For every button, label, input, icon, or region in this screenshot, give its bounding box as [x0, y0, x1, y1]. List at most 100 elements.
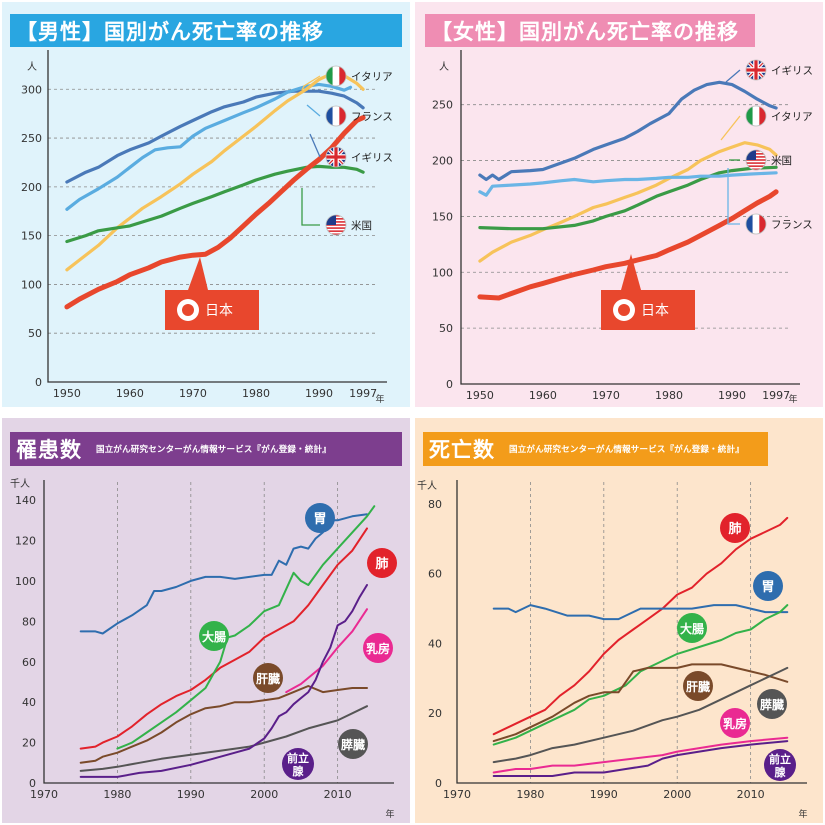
svg-text:前立: 前立 — [287, 751, 309, 765]
female-cancer-death-rate-panel: 0 50 100 150 200 250 1950 1960 1970 1980 1990 1997 人… — [415, 2, 823, 407]
svg-text:米国: 米国 — [351, 219, 372, 232]
series-label-肺: 肺 — [720, 513, 750, 543]
svg-text:乳房: 乳房 — [723, 716, 747, 731]
x-tick-label: 2000 — [250, 788, 278, 801]
x-tick-label: 1970 — [179, 387, 207, 400]
svg-text:米国: 米国 — [771, 154, 792, 167]
chart-source-text: 国立がん研究センターがん情報サービス『がん登録・統計』 — [509, 445, 744, 455]
x-axis-unit-label: 年 — [385, 808, 394, 820]
x-tick-label: 2010 — [324, 788, 352, 801]
x-tick-label: 1950 — [53, 387, 81, 400]
series-line-フランス — [65, 82, 353, 211]
y-axis-unit-label: 千人 — [417, 480, 437, 492]
series-label-膵臓: 膵臓 — [338, 729, 368, 759]
y-tick-label: 150 — [21, 230, 42, 243]
chart-source-text: 国立がん研究センターがん情報サービス『がん登録・統計』 — [96, 445, 331, 455]
x-tick-label: 2010 — [737, 788, 765, 801]
series-line-肺 — [79, 527, 368, 750]
series-line-日本 — [477, 189, 779, 301]
y-tick-label: 80 — [22, 615, 36, 628]
y-tick-label: 0 — [446, 378, 453, 391]
y-tick-label: 100 — [21, 278, 42, 291]
series-label-日本: 日本 — [165, 257, 259, 330]
x-tick-label: 1960 — [529, 389, 557, 402]
x-axis-unit-label: 年 — [375, 393, 384, 405]
y-tick-label: 20 — [22, 737, 36, 750]
y-tick-label: 200 — [21, 181, 42, 194]
panel-background — [2, 2, 410, 407]
chart-title-text: 【男性】国別がん死亡率の推移 — [16, 19, 324, 44]
panel-background — [2, 418, 410, 823]
x-tick-label: 1990 — [177, 788, 205, 801]
p1-chart-svg: 0 50 100 150 200 250 300 1950 1960 1970 1980 1990 19… — [2, 2, 410, 407]
series-line-イタリア — [478, 141, 778, 263]
chart-title: 死亡数 国立がん研究センターがん情報サービス『がん登録・統計』 — [429, 432, 744, 466]
svg-text:フランス: フランス — [771, 219, 813, 231]
y-tick-label: 50 — [439, 322, 453, 335]
svg-text:イギリス: イギリス — [771, 65, 813, 77]
panel-background — [415, 418, 823, 823]
chart-title: 罹患数 国立がん研究センターがん情報サービス『がん登録・統計』 — [16, 432, 331, 466]
chart-header-bar — [425, 14, 755, 47]
series-label-日本: 日本 — [601, 254, 695, 330]
svg-text:イタリア: イタリア — [351, 71, 393, 83]
y-axis-unit-label: 人 — [439, 61, 449, 73]
p4-chart-svg: 0 20 40 60 80 1970 1980 1990 2000 2010 千人年 肺胃大腸肝臓膵臓… — [415, 418, 823, 823]
series-label-イギリス: イギリス — [725, 59, 813, 83]
y-tick-label: 50 — [28, 327, 42, 340]
y-tick-label: 100 — [15, 575, 36, 588]
svg-text:日本: 日本 — [205, 303, 233, 319]
svg-text:膵臓: 膵臓 — [341, 737, 365, 752]
svg-text:膵臓: 膵臓 — [760, 697, 784, 712]
series-label-イタリア: イタリア — [720, 105, 813, 141]
y-tick-label: 40 — [428, 637, 442, 650]
svg-text:肺: 肺 — [375, 556, 388, 572]
series-label-膵臓: 膵臓 — [757, 689, 787, 719]
svg-text:イタリア: イタリア — [771, 111, 813, 123]
incidence-count-panel: 0 20 40 60 80 100 120 140 1970 1980 1990 2000 2010 千人… — [2, 418, 410, 823]
chart-title-text: 死亡数 — [429, 438, 495, 462]
svg-text:フランス: フランス — [351, 111, 393, 123]
x-tick-label: 1990 — [590, 788, 618, 801]
y-tick-label: 300 — [21, 83, 42, 96]
series-label-米国: 米国 — [301, 188, 372, 236]
series-line-肝臓 — [492, 663, 789, 743]
svg-text:肝臓: 肝臓 — [256, 671, 280, 686]
y-tick-label: 60 — [22, 656, 36, 669]
svg-text:腺: 腺 — [293, 764, 305, 778]
x-tick-label: 1960 — [116, 387, 144, 400]
y-tick-label: 200 — [432, 155, 453, 168]
svg-text:イギリス: イギリス — [351, 152, 393, 164]
y-tick-label: 120 — [15, 535, 36, 548]
series-line-乳房 — [492, 736, 789, 774]
series-line-米国 — [478, 165, 778, 231]
male-cancer-death-rate-panel: 0 50 100 150 200 250 300 1950 1960 1970 1980 1990 19… — [2, 2, 410, 407]
chart-title: 【女性】国別がん死亡率の推移 — [431, 14, 739, 47]
chart-title-text: 【女性】国別がん死亡率の推移 — [431, 19, 739, 44]
chart-title-text: 罹患数 — [16, 438, 82, 462]
x-axis-unit-label: 年 — [788, 393, 797, 405]
y-axis-unit-label: 人 — [27, 61, 37, 73]
y-axis-unit-label: 千人 — [10, 478, 30, 490]
svg-text:乳房: 乳房 — [366, 641, 390, 656]
axis-lines — [43, 480, 394, 784]
x-tick-label: 1997 — [762, 389, 790, 402]
y-tick-label: 100 — [432, 266, 453, 279]
svg-text:胃: 胃 — [761, 580, 774, 595]
svg-text:前立: 前立 — [769, 752, 791, 766]
x-tick-label: 1997 — [349, 387, 377, 400]
series-label-乳房: 乳房 — [720, 708, 750, 738]
chart-header-bar — [10, 14, 402, 47]
svg-text:大腸: 大腸 — [680, 621, 704, 636]
y-tick-label: 0 — [35, 376, 42, 389]
series-line-前立腺 — [492, 740, 789, 777]
series-label-胃: 胃 — [305, 503, 335, 533]
chart-title: 【男性】国別がん死亡率の推移 — [16, 14, 324, 47]
series-label-前立腺: 前立腺 — [764, 749, 796, 781]
y-tick-label: 20 — [428, 707, 442, 720]
series-label-イギリス: イギリス — [309, 133, 393, 168]
series-label-フランス: フランス — [727, 168, 813, 235]
x-tick-label: 1970 — [30, 788, 58, 801]
series-line-フランス — [478, 171, 778, 197]
x-tick-label: 1950 — [466, 389, 494, 402]
